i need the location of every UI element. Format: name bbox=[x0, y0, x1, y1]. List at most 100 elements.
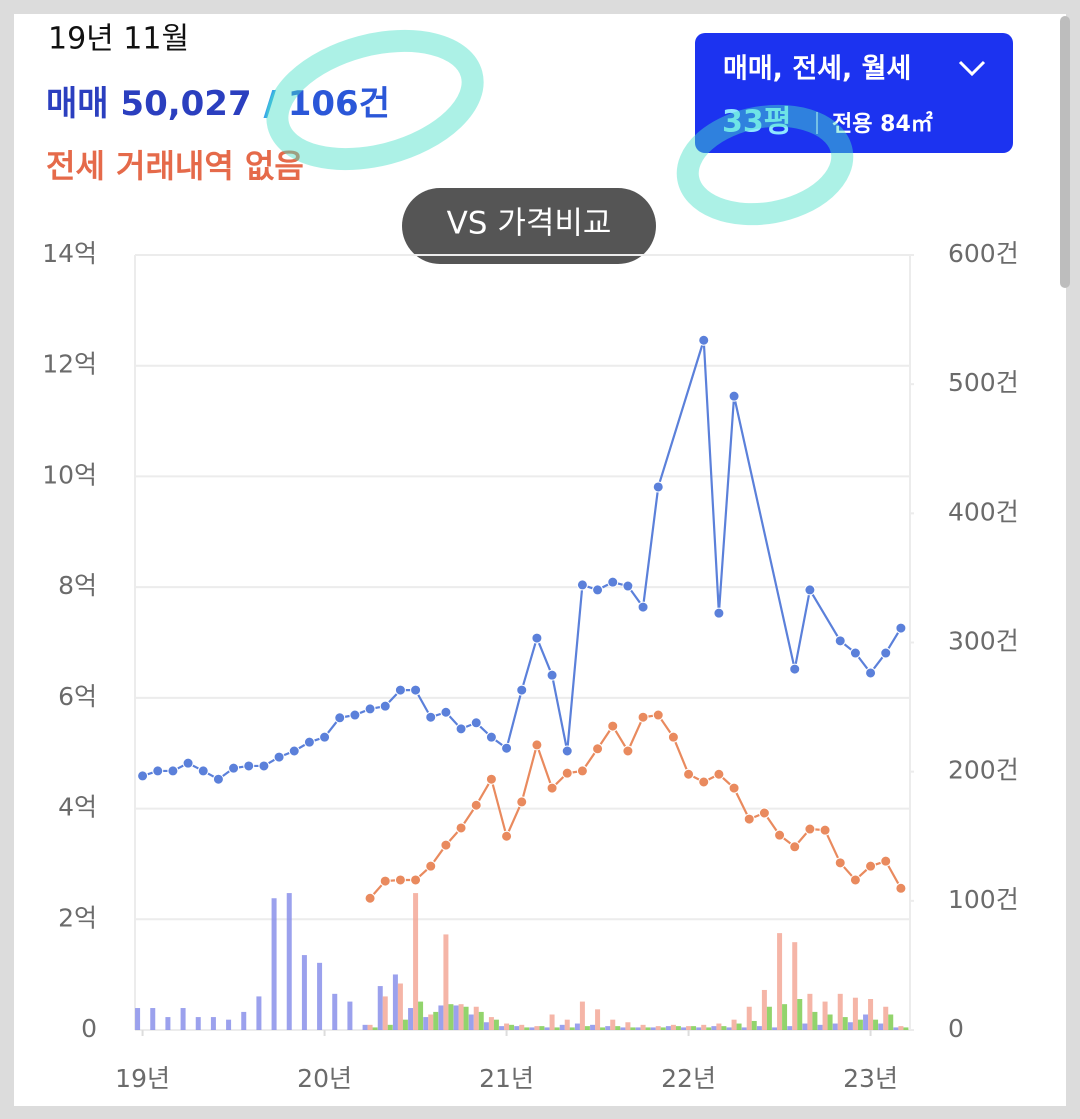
point bbox=[652, 481, 664, 493]
bar bbox=[660, 1027, 666, 1030]
bar bbox=[827, 1014, 833, 1030]
bar bbox=[772, 1027, 778, 1030]
point bbox=[137, 770, 149, 782]
bar bbox=[443, 934, 449, 1030]
bar bbox=[665, 1026, 671, 1030]
point bbox=[561, 767, 573, 779]
x-tick-label: 22년 bbox=[661, 1064, 716, 1093]
point bbox=[394, 684, 406, 696]
bar bbox=[135, 1008, 141, 1030]
bar bbox=[691, 1026, 697, 1030]
bar bbox=[509, 1024, 515, 1030]
bar bbox=[787, 1026, 793, 1030]
bar bbox=[777, 933, 783, 1030]
bar bbox=[448, 1004, 454, 1030]
bar bbox=[681, 1027, 687, 1030]
bar bbox=[499, 1026, 505, 1030]
bar bbox=[165, 1017, 171, 1030]
bar bbox=[797, 999, 803, 1030]
point bbox=[743, 813, 755, 825]
bar bbox=[731, 1019, 737, 1030]
bar bbox=[761, 989, 767, 1030]
x-tick-label: 23년 bbox=[843, 1064, 898, 1093]
bar bbox=[898, 1026, 904, 1030]
bar bbox=[458, 1004, 464, 1030]
bar bbox=[893, 1027, 899, 1030]
bar bbox=[332, 993, 338, 1030]
point bbox=[531, 632, 543, 644]
bar bbox=[670, 1024, 676, 1030]
bar bbox=[569, 1027, 575, 1030]
bar bbox=[402, 1019, 408, 1030]
y-tick-label: 12억 bbox=[42, 350, 97, 379]
point bbox=[167, 765, 179, 777]
jeonse-note: 전세 거래내역 없음 bbox=[46, 147, 304, 185]
point bbox=[728, 390, 740, 402]
bar bbox=[686, 1026, 692, 1030]
bar bbox=[559, 1024, 565, 1030]
bar bbox=[782, 1004, 788, 1030]
bar bbox=[650, 1027, 656, 1030]
bar bbox=[564, 1019, 570, 1030]
filter-types: 매매, 전세, 월세 bbox=[723, 54, 911, 85]
bar bbox=[635, 1027, 641, 1030]
bar bbox=[534, 1026, 540, 1030]
bar bbox=[903, 1027, 909, 1030]
point bbox=[440, 706, 452, 718]
point bbox=[228, 762, 240, 774]
bar bbox=[574, 1023, 580, 1030]
bar bbox=[863, 1014, 869, 1030]
point bbox=[152, 765, 164, 777]
bar bbox=[286, 893, 292, 1030]
bar bbox=[857, 1019, 863, 1030]
bar bbox=[519, 1024, 525, 1030]
point bbox=[379, 875, 391, 887]
point bbox=[364, 892, 376, 904]
bar bbox=[418, 1001, 424, 1030]
point bbox=[834, 857, 846, 869]
point bbox=[607, 720, 619, 732]
point bbox=[880, 647, 892, 659]
bar bbox=[271, 898, 277, 1030]
point bbox=[804, 584, 816, 596]
point bbox=[440, 839, 452, 851]
bar bbox=[590, 1024, 596, 1030]
bar bbox=[468, 1014, 474, 1030]
point bbox=[516, 684, 528, 696]
y-tick-label: 8억 bbox=[58, 571, 97, 600]
point bbox=[349, 709, 361, 721]
y2-tick-label: 0 bbox=[948, 1014, 964, 1043]
bar bbox=[812, 1011, 818, 1030]
bar bbox=[832, 1023, 838, 1030]
bar bbox=[868, 999, 874, 1030]
highlight-scribble bbox=[266, 29, 484, 171]
point bbox=[683, 768, 695, 780]
filter-dropdown[interactable] bbox=[695, 33, 1013, 153]
y-tick-label: 0 bbox=[81, 1014, 97, 1043]
bar bbox=[701, 1024, 707, 1030]
point bbox=[819, 824, 831, 836]
point bbox=[652, 709, 664, 721]
point bbox=[531, 739, 543, 751]
point bbox=[319, 731, 331, 743]
point bbox=[470, 799, 482, 811]
point bbox=[561, 745, 573, 757]
bar bbox=[605, 1026, 611, 1030]
bar bbox=[852, 997, 858, 1030]
sale-price: 50,027 bbox=[120, 84, 251, 124]
bar bbox=[620, 1027, 626, 1030]
point bbox=[394, 874, 406, 886]
highlight-scribble bbox=[676, 104, 854, 226]
compare-button[interactable] bbox=[402, 188, 656, 264]
y-tick-label: 4억 bbox=[58, 793, 97, 822]
bar bbox=[625, 1022, 631, 1030]
bar bbox=[595, 1009, 601, 1030]
x-tick-label: 21년 bbox=[479, 1064, 534, 1093]
bar bbox=[150, 1008, 156, 1030]
point bbox=[713, 607, 725, 619]
bar bbox=[615, 1026, 621, 1030]
point bbox=[865, 667, 877, 679]
point bbox=[728, 782, 740, 794]
point bbox=[592, 584, 604, 596]
